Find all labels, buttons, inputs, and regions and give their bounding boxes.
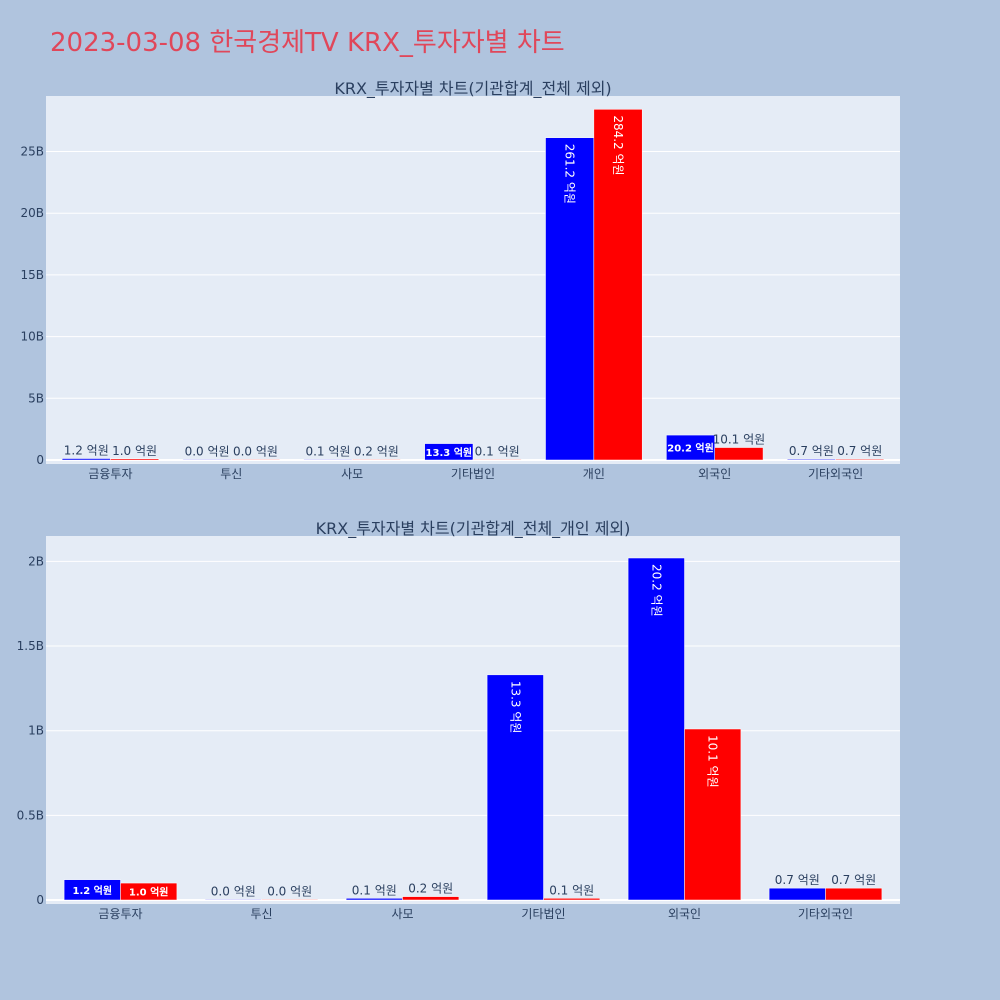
bar	[666, 434, 715, 461]
bar-value-label: 1.2 억원	[72, 884, 112, 897]
y-tick-label: 0.5B	[17, 808, 44, 822]
bar-value-label: 20.2 억원	[649, 564, 663, 617]
bar-value-label: 261.2 억원	[563, 144, 577, 204]
bar	[182, 459, 232, 461]
bar	[825, 887, 883, 901]
bar	[472, 459, 522, 461]
y-tick-label: 15B	[20, 268, 44, 282]
bar	[120, 882, 178, 901]
bar	[61, 458, 111, 461]
y-tick-label: 5B	[28, 391, 44, 405]
bar-value-label: 0.7 억원	[775, 873, 820, 887]
bar	[204, 899, 262, 901]
bar-value-label: 0.7 억원	[789, 444, 834, 458]
bar-value-label: 0.0 억원	[267, 884, 312, 898]
bar-value-label: 20.2 억원	[667, 442, 714, 455]
plot-area	[46, 536, 900, 904]
x-tick-label: 기타외국인	[808, 467, 863, 481]
bar	[110, 458, 160, 461]
y-tick-label: 2B	[28, 554, 44, 568]
bar-value-label: 0.2 억원	[354, 444, 399, 458]
bar-value-label: 0.1 억원	[305, 444, 350, 458]
bar	[486, 674, 544, 901]
bar-value-label: 1.0 억원	[129, 886, 169, 899]
bar	[345, 898, 403, 901]
bar-value-label: 13.3 억원	[508, 681, 522, 734]
bar-value-label: 10.1 억원	[706, 735, 720, 788]
y-tick-label: 20B	[20, 206, 44, 220]
bar	[786, 458, 836, 461]
y-tick-label: 1B	[28, 724, 44, 738]
plot-area	[46, 96, 900, 464]
x-tick-label: 사모	[391, 907, 413, 921]
chart-2: 0 0.5B 1B 1.5B 2B KRX_투자자별 차트(기관합계_전체_개인 제외) 금…	[17, 519, 900, 921]
x-tick-label: 기타법인	[521, 907, 565, 921]
bar	[351, 459, 401, 461]
bar-value-label: 0.0 억원	[185, 444, 230, 458]
bar-value-label: 0.1 억원	[352, 883, 397, 897]
bar	[545, 137, 595, 461]
chart-1: 0 5B 10B 15B 20B 25B KRX_투자자별 차트(기관합계_전체 제외) 금융…	[20, 79, 900, 481]
bar-value-label: 13.3 억원	[426, 446, 473, 459]
bar	[402, 896, 460, 901]
bar	[714, 447, 764, 461]
page-title: 2023-03-08 한국경제TV KRX_투자자별 차트	[50, 28, 565, 58]
x-tick-label: 외국인	[698, 467, 731, 481]
x-tick-label: 기타법인	[451, 467, 495, 481]
bar	[231, 459, 280, 461]
y-tick-label: 25B	[20, 145, 44, 159]
bar	[768, 887, 826, 901]
bar	[261, 899, 319, 901]
bar-value-label: 0.2 억원	[408, 882, 453, 896]
x-tick-label: 외국인	[668, 907, 701, 921]
x-tick-label: 기타외국인	[798, 907, 853, 921]
x-tick-label: 사모	[341, 467, 363, 481]
y-tick-label: 1.5B	[17, 639, 44, 653]
y-tick-label: 0	[36, 893, 44, 907]
bar	[835, 458, 885, 461]
bar-value-label: 10.1 억원	[713, 433, 766, 447]
x-tick-label: 개인	[583, 467, 605, 481]
bar-value-label: 0.1 억원	[475, 444, 520, 458]
bar-value-label: 0.7 억원	[837, 444, 882, 458]
bar	[424, 443, 474, 461]
chart-title: KRX_투자자별 차트(기관합계_전체_개인 제외)	[316, 519, 631, 539]
bar	[543, 898, 601, 901]
bar-value-label: 284.2 억원	[611, 115, 625, 175]
bar-value-label: 0.0 억원	[211, 884, 256, 898]
bar-value-label: 0.1 억원	[549, 883, 594, 897]
x-tick-label: 금융투자	[88, 467, 132, 481]
bar	[593, 109, 643, 461]
chart-title: KRX_투자자별 차트(기관합계_전체 제외)	[334, 79, 611, 99]
bar	[303, 459, 353, 461]
x-tick-label: 금융투자	[98, 907, 142, 921]
bar-value-label: 0.0 억원	[233, 444, 278, 458]
y-tick-label: 10B	[20, 330, 44, 344]
y-tick-label: 0	[36, 453, 44, 467]
bar-value-label: 1.0 억원	[112, 444, 157, 458]
bar	[684, 728, 742, 901]
bar-value-label: 0.7 억원	[831, 873, 876, 887]
x-tick-label: 투신	[250, 907, 272, 921]
bar-value-label: 1.2 억원	[64, 444, 109, 458]
x-tick-label: 투신	[220, 467, 242, 481]
